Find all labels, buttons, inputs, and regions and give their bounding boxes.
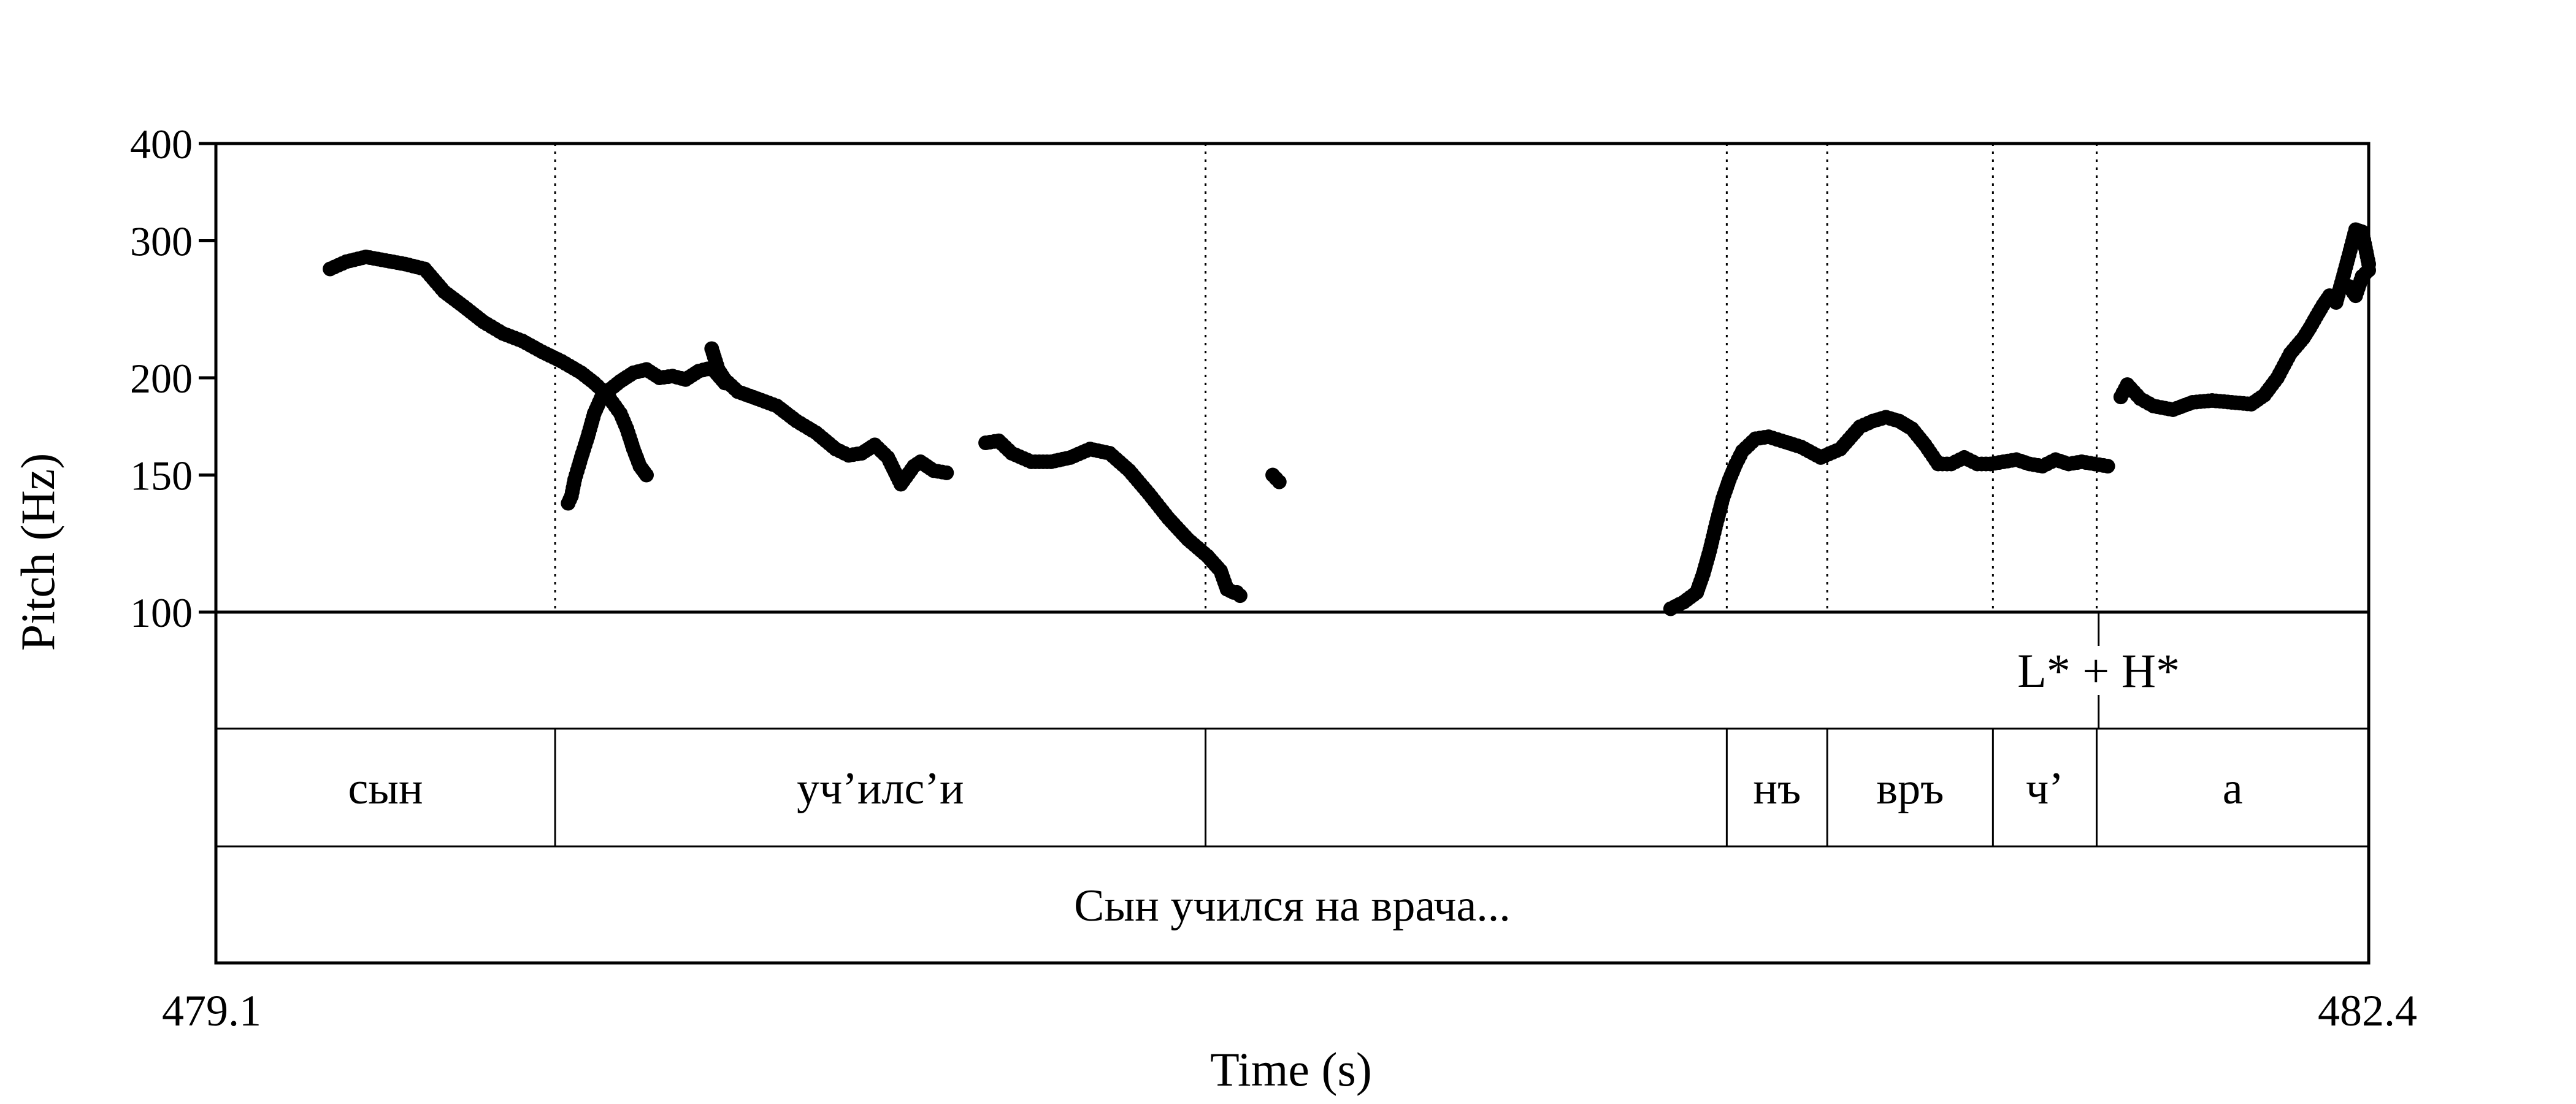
syllable-label: уч’илс’и (797, 764, 964, 814)
pitch-plot-frame (214, 142, 2371, 614)
pitch-point (2100, 459, 2115, 474)
tone-label: L* + H* (2017, 644, 2180, 697)
y-tick-label: 400 (130, 121, 193, 167)
interval-boundaries (554, 144, 2098, 846)
syllable-label: а (2223, 764, 2243, 814)
pitch-point (1232, 588, 1248, 604)
x-axis-label: Time (s) (1210, 1043, 1372, 1096)
y-axis: 100 150 200 300 400 (130, 121, 216, 636)
pitch-point (939, 465, 954, 480)
pitch-point (2361, 263, 2376, 278)
syllable-label: ч’ (2026, 764, 2064, 814)
utterance-label: Сын учился на врача... (1074, 881, 1511, 931)
tier-labels: L* + H* сын уч’илс’и нъ връ ч’ а Сын учился на … (348, 612, 2243, 931)
syllable-label: нъ (1753, 764, 1801, 814)
syllable-label: връ (1876, 764, 1944, 814)
y-tick-label: 200 (130, 355, 193, 402)
pitch-points (323, 222, 2376, 616)
y-tick-label: 300 (130, 218, 193, 265)
y-tick-label: 100 (130, 589, 193, 636)
pitch-point (1271, 474, 1287, 489)
tier-frame (214, 610, 2371, 965)
pitch-point (639, 467, 654, 483)
syllable-label: сын (348, 764, 423, 814)
y-axis-label: Pitch (Hz) (11, 453, 64, 651)
y-tick-label: 150 (130, 453, 193, 499)
x-tick-label-start: 479.1 (162, 986, 261, 1035)
x-tick-label-end: 482.4 (2318, 986, 2417, 1035)
